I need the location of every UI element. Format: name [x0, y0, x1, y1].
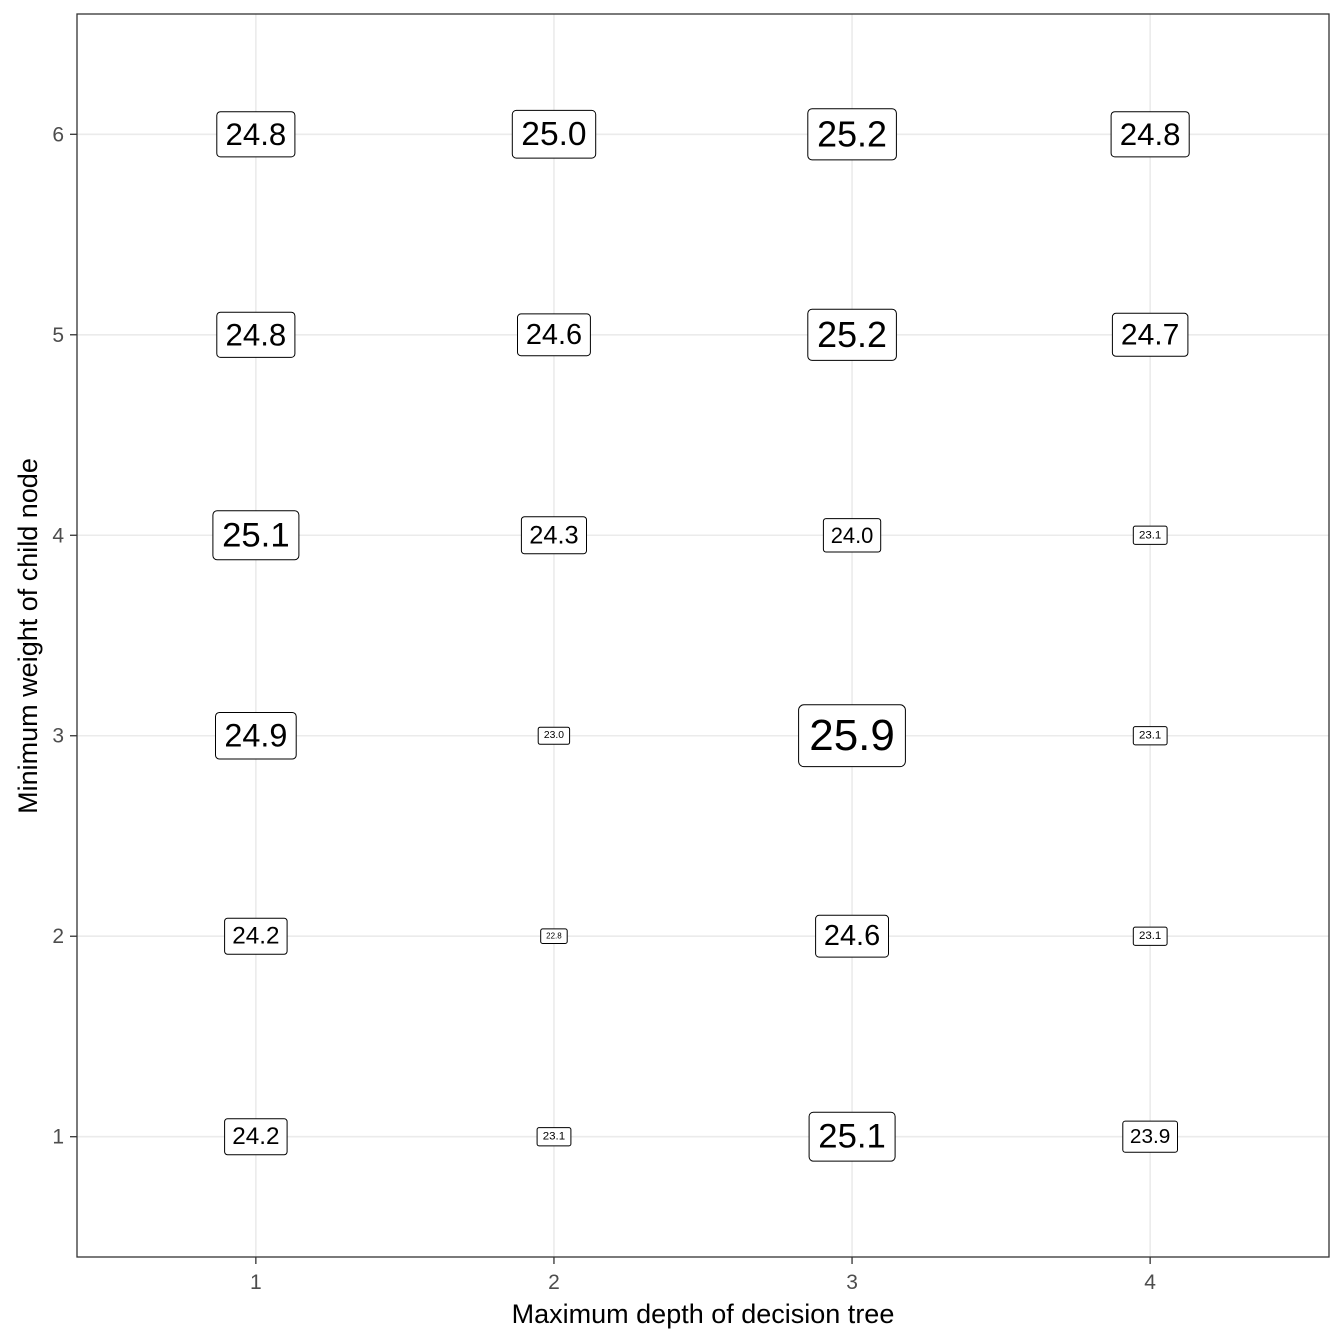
cell-value: 24.6 — [824, 920, 880, 952]
label-box — [537, 726, 571, 745]
cell-value: 23.1 — [543, 1131, 565, 1143]
cell-value: 22.8 — [546, 932, 562, 941]
label-box — [224, 1118, 288, 1156]
cell-value: 24.9 — [224, 718, 287, 754]
cell-labels: 24.8 25.0 25.2 24.8 24.8 24.6 25.2 24.7 25.1 24.3… — [212, 108, 1190, 1162]
cell-label: 24.9 — [215, 712, 297, 760]
label-box — [1110, 111, 1190, 158]
label-box — [1132, 525, 1168, 545]
cell-label: 22.8 — [540, 928, 568, 945]
cell-label: 25.2 — [807, 308, 897, 361]
cell-value: 24.2 — [232, 923, 279, 950]
y-tick-label: 2 — [52, 925, 64, 948]
label-box — [798, 704, 906, 768]
cell-value: 25.2 — [817, 315, 887, 355]
cell-label: 24.2 — [224, 1118, 288, 1156]
label-box — [1111, 312, 1189, 357]
label-box — [1132, 926, 1168, 946]
y-tick-label: 4 — [52, 524, 64, 547]
x-tick-label: 1 — [250, 1271, 262, 1294]
panel-border — [76, 13, 1330, 1258]
cell-label: 23.1 — [536, 1127, 572, 1147]
label-box — [212, 510, 300, 561]
label-box — [216, 111, 296, 158]
cell-label: 24.7 — [1111, 312, 1189, 357]
x-tick-label: 2 — [548, 1271, 560, 1294]
cell-label: 24.6 — [517, 313, 591, 357]
y-tick-label: 3 — [52, 725, 64, 748]
y-tick-label: 6 — [52, 123, 64, 146]
label-box — [807, 308, 897, 361]
cell-value: 24.2 — [232, 1123, 279, 1150]
cell-label: 23.1 — [1132, 726, 1168, 746]
cell-value: 25.2 — [817, 114, 887, 154]
cell-value: 24.6 — [526, 319, 582, 351]
cell-value: 24.8 — [225, 117, 286, 152]
cell-value: 25.1 — [222, 516, 290, 554]
label-box — [224, 917, 288, 955]
y-tick-label: 1 — [52, 1126, 64, 1149]
cell-label: 24.8 — [216, 111, 296, 158]
label-box — [536, 1127, 572, 1147]
y-axis: 1 2 3 4 5 6 — [52, 123, 77, 1149]
cell-label: 23.9 — [1122, 1120, 1179, 1153]
cell-label: 25.2 — [807, 108, 897, 161]
cell-value: 25.0 — [521, 116, 586, 153]
cell-label: 23.1 — [1132, 926, 1168, 946]
cell-value: 24.7 — [1121, 318, 1179, 351]
cell-value: 23.9 — [1130, 1125, 1170, 1148]
y-tick-label: 5 — [52, 324, 64, 347]
label-box — [808, 1111, 896, 1162]
cell-value: 23.1 — [1139, 730, 1161, 742]
label-box — [517, 313, 591, 357]
cell-value: 24.8 — [1120, 117, 1181, 152]
label-box — [520, 516, 588, 555]
cell-value: 23.1 — [1139, 529, 1161, 541]
cell-label: 24.0 — [822, 518, 882, 553]
cell-value: 24.0 — [831, 523, 874, 548]
label-box — [215, 712, 297, 760]
x-tick-label: 3 — [846, 1271, 858, 1294]
label-box — [822, 518, 882, 553]
cell-label: 25.0 — [511, 109, 597, 159]
label-box — [815, 914, 889, 958]
cell-value: 23.0 — [544, 730, 564, 741]
x-axis-title: Maximum depth of decision tree — [512, 1299, 895, 1329]
cell-value: 24.3 — [529, 521, 578, 549]
cell-label: 24.2 — [224, 917, 288, 955]
x-tick-label: 4 — [1144, 1271, 1156, 1294]
cell-label: 25.1 — [212, 510, 300, 561]
cell-label: 23.1 — [1132, 525, 1168, 545]
cell-value: 25.1 — [818, 1118, 886, 1156]
label-box — [807, 108, 897, 161]
cell-label: 24.8 — [1110, 111, 1190, 158]
cell-value: 23.1 — [1139, 930, 1161, 942]
cell-label: 24.3 — [520, 516, 588, 555]
x-axis: 1 2 3 4 — [250, 1257, 1156, 1294]
cell-value: 24.8 — [225, 317, 286, 352]
cell-label: 25.1 — [808, 1111, 896, 1162]
label-box — [1132, 726, 1168, 746]
cell-label: 24.6 — [815, 914, 889, 958]
label-box — [1122, 1120, 1179, 1153]
cell-label: 23.0 — [537, 726, 571, 745]
cell-label: 24.8 — [216, 311, 296, 358]
cell-label: 25.9 — [798, 704, 906, 768]
y-axis-title: Minimum weight of child node — [13, 458, 43, 814]
label-box — [216, 311, 296, 358]
cell-value: 25.9 — [809, 711, 895, 760]
label-box — [511, 109, 597, 159]
label-box — [540, 928, 568, 945]
